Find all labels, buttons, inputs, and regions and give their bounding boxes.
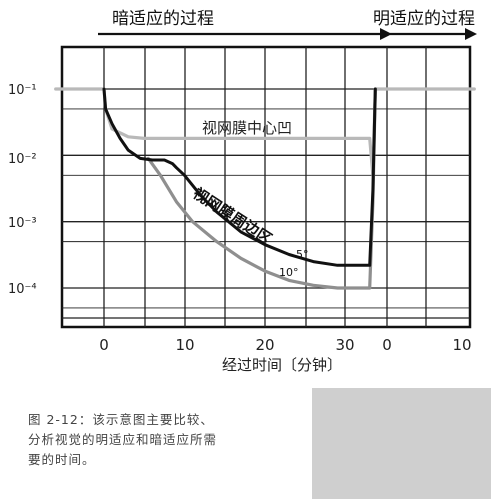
label-fovea: 视网膜中心凹 bbox=[202, 119, 292, 137]
y-tick-label: 10⁻² bbox=[8, 152, 37, 167]
arrow-head-dark bbox=[380, 28, 392, 40]
process-arrows: 暗适应的过程 明适应的过程 bbox=[98, 9, 477, 40]
plot-frame bbox=[60, 45, 472, 329]
series-line-periphery_10deg bbox=[146, 87, 377, 290]
label-periphery: 视网膜周边区 bbox=[190, 184, 275, 248]
y-tick-label: 10⁻¹ bbox=[8, 83, 37, 98]
label-5deg: 5° bbox=[296, 248, 309, 261]
x-tick-label: 0 bbox=[382, 336, 392, 354]
grid bbox=[62, 47, 470, 327]
figure-caption: 图 2-12：该示意图主要比较、 分析视觉的明适应和暗适应所需 要的时间。 bbox=[28, 410, 298, 470]
x-tick-label: 10 bbox=[452, 336, 471, 354]
photo-placeholder bbox=[312, 388, 491, 499]
label-10deg: 10° bbox=[279, 266, 299, 279]
label-light-adaptation: 明适应的过程 bbox=[373, 9, 475, 29]
caption-line: 分析视觉的明适应和暗适应所需 bbox=[28, 432, 218, 447]
x-tick-label: 10 bbox=[175, 336, 194, 354]
arrow-head-light bbox=[465, 28, 477, 40]
caption-line: 要的时间。 bbox=[28, 452, 96, 467]
axis-labels: 10⁻¹ 10⁻² 10⁻³ 10⁻⁴ 0 10 20 30 0 10 经过时间〔分钟〕 bbox=[8, 83, 472, 374]
series-line-periphery_5deg bbox=[102, 87, 377, 267]
x-tick-label: 30 bbox=[335, 336, 354, 354]
caption-line: 图 2-12：该示意图主要比较、 bbox=[28, 412, 214, 427]
label-dark-adaptation: 暗适应的过程 bbox=[112, 9, 214, 29]
y-tick-label: 10⁻³ bbox=[8, 216, 37, 231]
series-layer bbox=[54, 87, 476, 290]
x-axis-label: 经过时间〔分钟〕 bbox=[222, 356, 342, 374]
x-tick-label: 0 bbox=[99, 336, 109, 354]
y-tick-label: 10⁻⁴ bbox=[8, 282, 37, 297]
x-tick-label: 20 bbox=[255, 336, 274, 354]
